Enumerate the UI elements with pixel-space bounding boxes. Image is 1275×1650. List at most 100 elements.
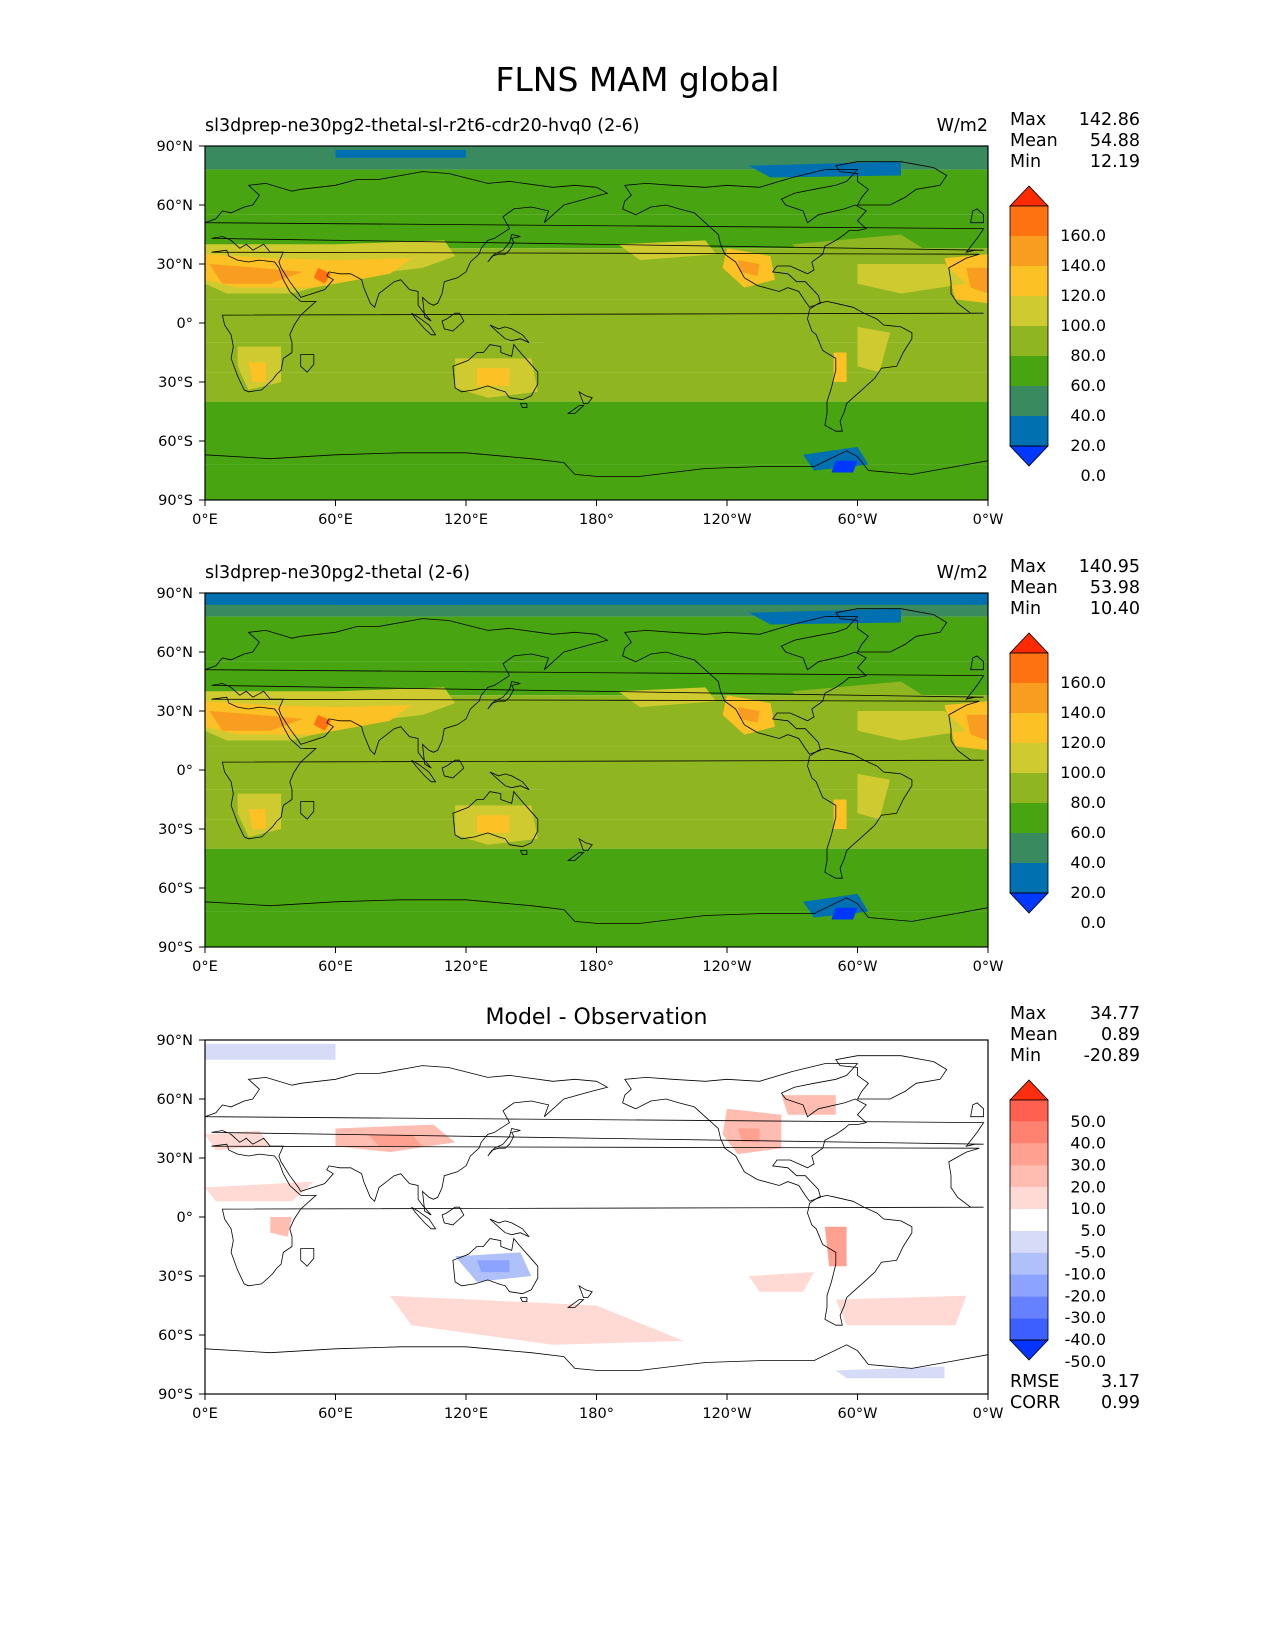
lon-tick-label: 60°W xyxy=(837,959,877,975)
coastline xyxy=(489,771,530,791)
lon-tick-label: 60°E xyxy=(318,512,353,528)
lon-tick-label: 0°W xyxy=(973,512,1004,528)
lat-tick-label: 90°S xyxy=(158,493,193,509)
colorbar-2-label: 60.0 xyxy=(1070,823,1106,842)
colorbar-1-extend-bottom xyxy=(1009,445,1049,467)
colorbar-2-segment xyxy=(1010,743,1048,773)
lon-tick-label: 0°W xyxy=(973,1406,1004,1422)
colorbar-3-label: -30.0 xyxy=(1065,1308,1106,1327)
lon-tick-label: 120°W xyxy=(702,959,751,975)
field-contour xyxy=(335,189,532,209)
field-contour xyxy=(857,711,967,741)
lon-tick-label: 60°W xyxy=(837,1406,877,1422)
colorbar-2-label: 160.0 xyxy=(1060,673,1106,692)
lon-tick-label: 60°W xyxy=(837,512,877,528)
colorbar-1-segment xyxy=(1010,296,1048,326)
lon-tick-label: 180° xyxy=(579,1406,614,1422)
colorbar-3-segment xyxy=(1010,1100,1048,1122)
colorbar-3-segment xyxy=(1010,1318,1048,1340)
coastline xyxy=(205,450,988,500)
panel-1-units: W/m2 xyxy=(936,116,988,136)
colorbar-2-frame xyxy=(1009,652,1049,894)
field-contour xyxy=(835,1366,945,1379)
field-band xyxy=(205,372,988,402)
colorbar-2-label: 100.0 xyxy=(1060,763,1106,782)
coastline xyxy=(578,390,593,405)
colorbar-3-label: 20.0 xyxy=(1070,1177,1106,1196)
panel-1-title: sl3dprep-ne30pg2-thetal-sl-r2t6-cdr20-hv… xyxy=(205,116,640,136)
colorbar-2-segment xyxy=(1010,683,1048,713)
field-contour xyxy=(335,636,532,656)
coastline xyxy=(578,837,593,851)
coastline xyxy=(519,1297,528,1302)
colorbar-1-label: 60.0 xyxy=(1070,376,1106,395)
colorbar-1-label: 120.0 xyxy=(1060,286,1106,305)
map-panel-2 xyxy=(205,593,988,947)
coastline xyxy=(622,616,868,755)
colorbar-3-segment xyxy=(1010,1230,1048,1253)
coastline xyxy=(452,790,539,848)
colorbar-1-segment xyxy=(1010,326,1048,356)
coastline xyxy=(411,1206,437,1230)
coastline xyxy=(807,300,913,432)
lat-tick-label: 60°N xyxy=(156,1092,193,1108)
colorbar-2-segment xyxy=(1010,863,1048,893)
field-contour xyxy=(531,777,814,814)
field-contour xyxy=(368,1134,423,1147)
field-band xyxy=(205,616,988,662)
field-band xyxy=(205,593,988,605)
panel-3-title: Model - Observation xyxy=(485,1005,708,1030)
colorbar-2-segment xyxy=(1010,653,1048,683)
coastline xyxy=(807,1194,913,1326)
colorbar-2-segment xyxy=(1010,713,1048,743)
coastline xyxy=(622,1063,868,1202)
coastline xyxy=(970,1102,984,1118)
coastline xyxy=(441,312,465,332)
colorbar-3-label: -5.0 xyxy=(1075,1243,1106,1262)
field-contour xyxy=(831,460,858,473)
colorbar-3-label: 10.0 xyxy=(1070,1199,1106,1218)
lon-tick-label: 120°E xyxy=(444,512,488,528)
lon-tick-label: 120°W xyxy=(702,1406,751,1422)
lon-tick-label: 60°E xyxy=(318,959,353,975)
lon-tick-label: 180° xyxy=(579,512,614,528)
lon-tick-label: 0°E xyxy=(192,512,218,528)
field-contour xyxy=(781,1095,836,1115)
colorbar-3-segment xyxy=(1010,1209,1048,1231)
lat-tick-label: 30°N xyxy=(156,704,193,720)
field-contour xyxy=(833,352,847,382)
coastline xyxy=(441,1206,465,1226)
colorbar-1-segment xyxy=(1010,206,1048,236)
field-contour xyxy=(476,1260,510,1273)
colorbar-3-frame xyxy=(1009,1099,1049,1341)
colorbar-3-label: -50.0 xyxy=(1065,1352,1106,1371)
lat-tick-label: 0° xyxy=(177,316,193,332)
colorbar-3-segment xyxy=(1010,1296,1048,1319)
colorbar-3-segment xyxy=(1010,1252,1048,1275)
coastline xyxy=(205,1065,985,1216)
field-contour xyxy=(944,701,988,751)
coastline xyxy=(489,1218,530,1238)
field-contour xyxy=(563,303,771,331)
field-contour xyxy=(335,149,466,158)
coastline xyxy=(970,655,984,671)
coastline xyxy=(835,608,948,653)
field-contour xyxy=(966,714,988,741)
field-contour xyxy=(737,1128,760,1143)
colorbar-2-label: 140.0 xyxy=(1060,703,1106,722)
lat-tick-label: 60°N xyxy=(156,645,193,661)
colorbar-3-label: 40.0 xyxy=(1070,1134,1106,1153)
colorbar-1-segment xyxy=(1010,386,1048,416)
field-contour xyxy=(389,1295,684,1345)
panel-2-title: sl3dprep-ne30pg2-thetal (2-6) xyxy=(205,563,471,583)
colorbar-3-label: 5.0 xyxy=(1081,1221,1106,1240)
coastline xyxy=(489,324,530,344)
colorbar-2-label: 120.0 xyxy=(1060,733,1106,752)
coastline xyxy=(452,343,539,401)
colorbar-3-segment xyxy=(1010,1274,1048,1297)
coastline xyxy=(835,1055,948,1100)
coastline xyxy=(487,1128,521,1157)
lat-tick-label: 30°S xyxy=(158,822,193,838)
field-contour xyxy=(966,267,988,294)
field-contour xyxy=(205,1181,314,1202)
